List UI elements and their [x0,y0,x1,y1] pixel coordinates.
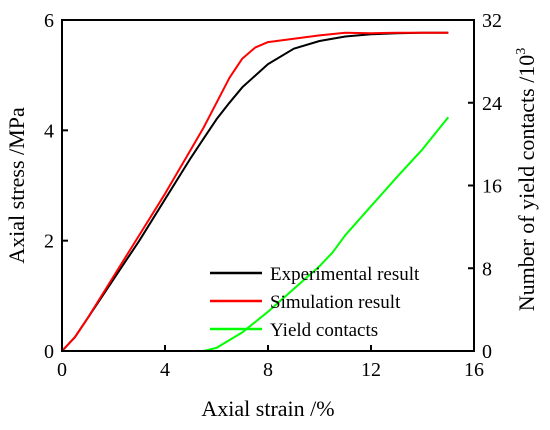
y-axis-right-title: Number of yield contacts /103 [514,48,539,312]
y-axis-left-title: Axial stress /MPa [4,107,29,264]
y-axis-right-title-base: Number of yield contacts /10 [514,55,539,312]
x-tick-label: 8 [263,359,273,381]
x-tick-label: 16 [464,359,484,381]
y-left-tick-label: 2 [44,231,54,253]
y-left-tick-label: 4 [44,120,54,142]
x-tick-label: 12 [361,359,381,381]
series-line-2 [61,31,449,352]
plot-frame [61,19,475,352]
legend: Experimental result Simulation result Yiel… [210,264,420,341]
y-left-tick-label: 0 [44,341,54,363]
legend-label-2: Simulation result [270,292,401,313]
series-line-3 [190,116,450,352]
x-tick-label: 0 [57,359,67,381]
y-axis-right-title-exponent: 3 [514,48,529,55]
x-tick-label: 4 [160,359,170,381]
y-left-tick-label: 6 [44,10,54,32]
y-right-tick-label: 32 [482,10,502,32]
y-right-tick-label: 8 [482,258,492,280]
series-line-1 [61,31,449,352]
y-right-tick-label: 24 [482,93,502,115]
y-right-tick-label: 16 [482,176,502,198]
legend-label-1: Experimental result [270,264,420,285]
x-axis-title: Axial strain /% [201,396,334,421]
legend-label-3: Yield contacts [270,320,378,341]
y-right-tick-label: 0 [482,341,492,363]
